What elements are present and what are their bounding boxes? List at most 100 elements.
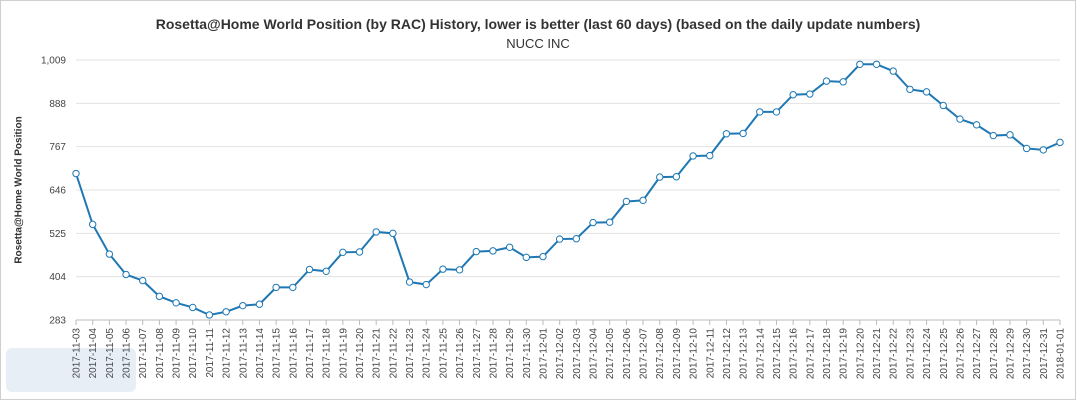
data-point[interactable] bbox=[907, 86, 913, 92]
data-point[interactable] bbox=[823, 78, 829, 84]
data-point[interactable] bbox=[623, 198, 629, 204]
data-point[interactable] bbox=[540, 253, 546, 259]
data-point[interactable] bbox=[773, 109, 779, 115]
x-tick-label: 2017-11-20 bbox=[355, 328, 366, 379]
x-tick-label: 2017-11-26 bbox=[455, 328, 466, 379]
data-point[interactable] bbox=[657, 174, 663, 180]
x-tick-label: 2017-12-21 bbox=[872, 328, 883, 380]
data-point[interactable] bbox=[290, 284, 296, 290]
x-tick-label: 2017-11-18 bbox=[322, 328, 333, 379]
data-point[interactable] bbox=[340, 249, 346, 255]
y-tick-label: 283 bbox=[49, 316, 66, 327]
x-tick-label: 2017-12-15 bbox=[772, 328, 783, 380]
data-point[interactable] bbox=[440, 266, 446, 272]
y-tick-label: 646 bbox=[49, 186, 66, 197]
x-tick-label: 2017-11-29 bbox=[505, 328, 516, 379]
data-point[interactable] bbox=[790, 92, 796, 98]
data-point[interactable] bbox=[673, 174, 679, 180]
x-tick-label: 2017-12-24 bbox=[922, 328, 933, 380]
data-point[interactable] bbox=[356, 249, 362, 255]
x-tick-label: 2017-12-30 bbox=[1022, 328, 1033, 380]
line-chart: 2834045256467678881,009 2017-11-032017-1… bbox=[0, 0, 1076, 400]
data-point[interactable] bbox=[740, 130, 746, 136]
x-tick-label: 2017-11-25 bbox=[438, 328, 449, 379]
data-point[interactable] bbox=[456, 267, 462, 273]
x-tick-label: 2017-12-01 bbox=[538, 328, 549, 380]
data-point[interactable] bbox=[373, 229, 379, 235]
data-point[interactable] bbox=[957, 116, 963, 122]
data-point[interactable] bbox=[807, 91, 813, 97]
data-point[interactable] bbox=[140, 277, 146, 283]
data-point[interactable] bbox=[306, 266, 312, 272]
data-point[interactable] bbox=[1023, 145, 1029, 151]
data-point[interactable] bbox=[1040, 147, 1046, 153]
x-tick-label: 2017-11-13 bbox=[238, 328, 249, 379]
data-point[interactable] bbox=[240, 302, 246, 308]
data-point[interactable] bbox=[1057, 139, 1063, 145]
x-tick-label: 2017-12-11 bbox=[705, 328, 716, 379]
grid-lines bbox=[76, 60, 1060, 320]
data-point[interactable] bbox=[173, 300, 179, 306]
data-point[interactable] bbox=[873, 61, 879, 67]
x-tick-label: 2017-12-06 bbox=[622, 328, 633, 380]
data-point[interactable] bbox=[840, 79, 846, 85]
data-point[interactable] bbox=[757, 109, 763, 115]
data-point[interactable] bbox=[940, 102, 946, 108]
data-point[interactable] bbox=[273, 284, 279, 290]
data-point[interactable] bbox=[523, 254, 529, 260]
data-point[interactable] bbox=[990, 132, 996, 138]
data-point[interactable] bbox=[206, 312, 212, 318]
x-tick-label: 2017-11-16 bbox=[288, 328, 299, 379]
data-point[interactable] bbox=[707, 152, 713, 158]
data-point[interactable] bbox=[573, 236, 579, 242]
x-tick-label: 2017-12-05 bbox=[605, 328, 616, 380]
data-point[interactable] bbox=[506, 244, 512, 250]
y-tick-label: 767 bbox=[49, 142, 66, 153]
x-tick-label: 2017-11-23 bbox=[405, 328, 416, 379]
data-point[interactable] bbox=[490, 248, 496, 254]
x-tick-label: 2017-12-04 bbox=[589, 328, 600, 380]
data-point[interactable] bbox=[890, 68, 896, 74]
data-point[interactable] bbox=[973, 122, 979, 128]
x-tick-label: 2017-11-24 bbox=[422, 328, 433, 379]
data-point[interactable] bbox=[190, 304, 196, 310]
x-tick-label: 2017-12-18 bbox=[822, 328, 833, 380]
data-point[interactable] bbox=[857, 61, 863, 67]
data-point[interactable] bbox=[390, 230, 396, 236]
x-tick-label: 2017-11-22 bbox=[388, 328, 399, 379]
data-point[interactable] bbox=[606, 219, 612, 225]
data-point[interactable] bbox=[256, 301, 262, 307]
x-tick-label: 2017-12-28 bbox=[989, 328, 1000, 380]
x-tick-label: 2017-12-19 bbox=[839, 328, 850, 380]
data-point[interactable] bbox=[89, 221, 95, 227]
x-tick-label: 2017-12-03 bbox=[572, 328, 583, 380]
x-tick-label: 2017-12-25 bbox=[939, 328, 950, 380]
data-point[interactable] bbox=[223, 309, 229, 315]
data-point[interactable] bbox=[123, 271, 129, 277]
data-point[interactable] bbox=[323, 268, 329, 274]
x-tick-label: 2017-12-12 bbox=[722, 328, 733, 380]
data-point[interactable] bbox=[923, 89, 929, 95]
x-tick-label: 2017-11-15 bbox=[272, 328, 283, 379]
y-tick-label: 888 bbox=[49, 99, 66, 110]
x-tick-label: 2017-11-28 bbox=[488, 328, 499, 379]
data-point[interactable] bbox=[690, 153, 696, 159]
data-point[interactable] bbox=[1007, 132, 1013, 138]
x-tick-label: 2017-11-21 bbox=[372, 328, 383, 379]
data-point[interactable] bbox=[106, 251, 112, 257]
data-point[interactable] bbox=[473, 248, 479, 254]
data-point[interactable] bbox=[156, 293, 162, 299]
data-point[interactable] bbox=[723, 131, 729, 137]
y-tick-label: 1,009 bbox=[41, 56, 66, 67]
x-tick-label: 2017-12-10 bbox=[689, 328, 700, 380]
data-point[interactable] bbox=[640, 197, 646, 203]
x-tick-label: 2017-12-22 bbox=[889, 328, 900, 380]
data-point[interactable] bbox=[590, 219, 596, 225]
data-point[interactable] bbox=[556, 236, 562, 242]
x-tick-label: 2017-12-13 bbox=[739, 328, 750, 380]
x-tick-label: 2017-12-14 bbox=[755, 328, 766, 380]
data-point[interactable] bbox=[73, 170, 79, 176]
data-point[interactable] bbox=[423, 281, 429, 287]
data-point[interactable] bbox=[406, 279, 412, 285]
x-tick-label: 2017-11-12 bbox=[222, 328, 233, 379]
